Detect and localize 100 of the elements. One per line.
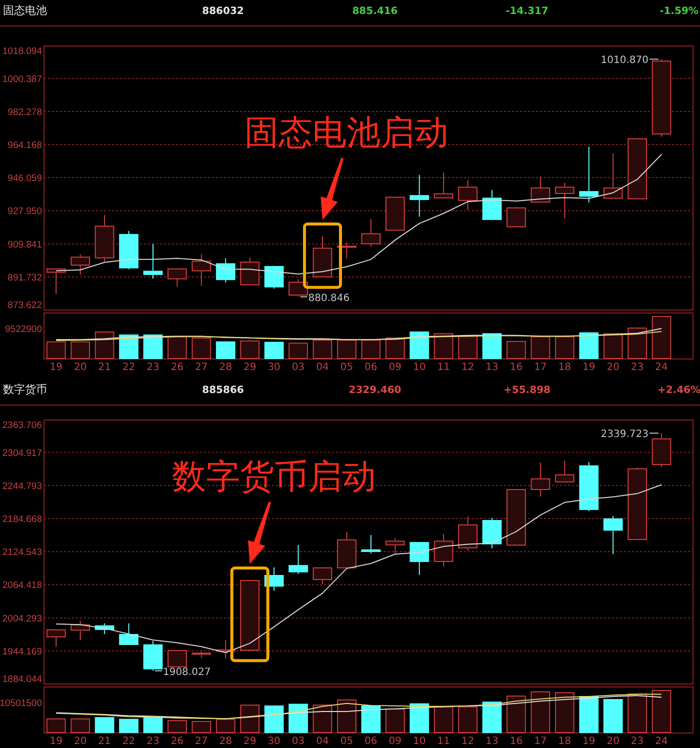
bar <box>410 703 430 733</box>
bar <box>192 338 212 359</box>
bar <box>288 342 308 359</box>
x-tick-label: 12 <box>461 362 474 373</box>
y-tick-label: 2004.293 <box>2 613 42 624</box>
annotation: 数字货币启动 <box>172 457 376 497</box>
bar <box>458 706 478 733</box>
x-tick-label: 10 <box>412 362 426 373</box>
bar <box>119 334 138 359</box>
text: 885866 <box>202 385 244 396</box>
x-tick-label: 04 <box>316 736 329 747</box>
x-tick-label: 16 <box>510 362 523 373</box>
annotation: 1908.027 <box>162 666 211 678</box>
bar <box>385 708 405 733</box>
x-tick-label: 19 <box>582 736 596 747</box>
x-tick-label: 13 <box>486 736 498 747</box>
x-tick-label: 20 <box>74 362 87 373</box>
bar <box>434 706 454 733</box>
x-tick-label: 20 <box>74 736 87 747</box>
text: 10501500 <box>0 698 42 709</box>
bar <box>94 717 114 733</box>
x-tick-label: 21 <box>98 362 111 373</box>
x-tick-label: 24 <box>655 736 668 747</box>
x-tick-label: 28 <box>219 362 232 373</box>
y-tick-label: 2244.793 <box>2 480 42 492</box>
y-tick-label: 2124.543 <box>2 547 42 558</box>
bar <box>603 699 623 733</box>
x-tick-label: 21 <box>98 736 111 747</box>
y-tick-label: 2363.706 <box>2 420 42 431</box>
bar <box>579 696 599 733</box>
text: -14.317 <box>506 6 548 17</box>
bar <box>530 691 550 733</box>
bar <box>554 336 574 359</box>
bar <box>506 696 526 733</box>
x-tick-label: 27 <box>195 362 208 373</box>
bar <box>264 705 284 733</box>
bar <box>530 336 550 359</box>
y-tick-label: 946.059 <box>8 173 42 184</box>
annotation: 1010.870 <box>600 55 649 66</box>
x-tick-label: 23 <box>146 362 160 373</box>
x-tick-label: 06 <box>364 362 378 373</box>
x-tick-label: 11 <box>437 736 450 747</box>
bar <box>579 332 599 359</box>
text: 886032 <box>202 6 244 17</box>
x-tick-label: 16 <box>510 736 523 747</box>
bar <box>168 720 187 733</box>
bar <box>46 341 66 359</box>
x-tick-label: 28 <box>219 736 232 747</box>
x-tick-label: 23 <box>630 362 644 373</box>
x-tick-label: 04 <box>316 362 329 373</box>
bar <box>603 333 623 359</box>
x-tick-label: 22 <box>122 362 136 373</box>
x-tick-label: 20 <box>606 736 620 747</box>
bar <box>70 718 90 733</box>
y-tick-label: 1000.387 <box>2 74 42 85</box>
bar <box>361 340 381 359</box>
bar <box>168 336 187 359</box>
bar <box>240 704 260 733</box>
y-tick-label: 891.732 <box>8 272 42 284</box>
x-tick-label: 06 <box>364 736 378 747</box>
text: 9522900 <box>5 324 42 335</box>
y-tick-label: 1018.094 <box>2 46 42 57</box>
bar <box>143 717 163 733</box>
y-tick-label: 2184.668 <box>2 514 42 526</box>
x-tick-label: 05 <box>340 362 354 373</box>
x-tick-label: 05 <box>340 736 354 747</box>
bar <box>312 340 332 359</box>
x-tick-label: 18 <box>558 362 572 373</box>
x-tick-label: 09 <box>388 362 402 373</box>
y-tick-label: 909.841 <box>8 239 42 250</box>
x-tick-label: 10 <box>412 736 426 747</box>
x-tick-label: 18 <box>558 736 572 747</box>
bar <box>628 328 647 359</box>
bar <box>94 331 114 359</box>
x-tick-label: 09 <box>388 736 402 747</box>
x-tick-label: 29 <box>243 736 256 747</box>
x-tick-label: 03 <box>292 736 305 747</box>
x-tick-label: 26 <box>170 736 184 747</box>
chart-title: 固态电池 <box>3 4 47 17</box>
x-tick-label: 29 <box>243 362 256 373</box>
x-tick-label: 22 <box>122 736 136 747</box>
y-tick-label: 1884.044 <box>2 674 42 685</box>
y-tick-label: 982.278 <box>8 106 42 118</box>
bar <box>506 340 526 359</box>
x-tick-label: 30 <box>268 736 280 747</box>
bar <box>337 340 356 359</box>
x-tick-label: 03 <box>292 362 305 373</box>
bar <box>264 342 284 359</box>
x-tick-label: 27 <box>195 736 208 747</box>
annotation: 2339.723 <box>600 429 649 440</box>
chart-title: 数字货币 <box>3 383 47 396</box>
bar <box>312 704 332 733</box>
text: -1.59% <box>660 6 698 17</box>
text: +55.898 <box>504 385 551 396</box>
x-tick-label: 13 <box>486 362 498 373</box>
bar <box>482 702 502 733</box>
bar <box>143 334 163 359</box>
bar <box>628 693 647 733</box>
x-tick-label: 23 <box>146 736 160 747</box>
bar <box>288 704 308 733</box>
